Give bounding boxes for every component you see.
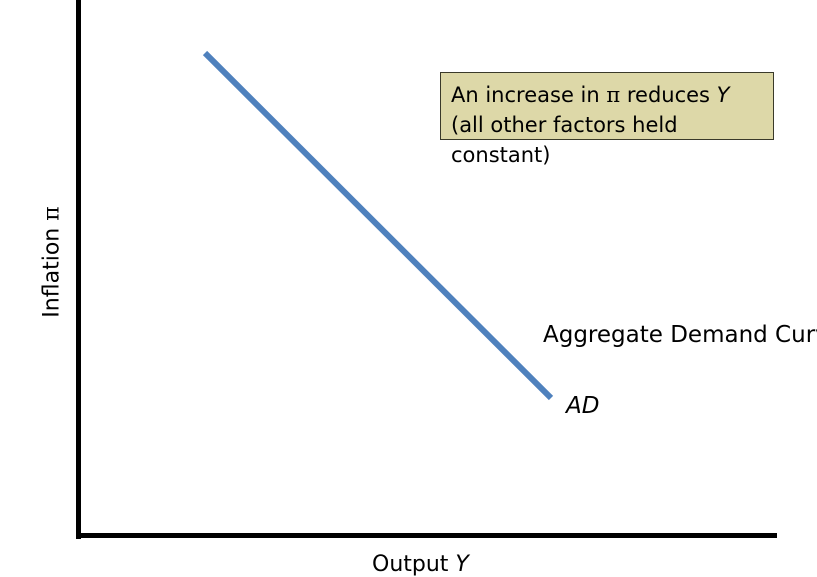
annotation-y-variable: Y xyxy=(716,83,730,107)
annotation-line-2: (all other factors held constant) xyxy=(451,113,678,167)
curve-name-label: Aggregate Demand Curv xyxy=(543,322,817,348)
x-axis xyxy=(76,533,777,538)
y-axis-label-symbol: π xyxy=(39,206,65,221)
x-axis-label-text: Output xyxy=(372,552,456,577)
annotation-line-1: An increase in π reduces Y xyxy=(451,80,763,110)
x-axis-label: Output Y xyxy=(372,552,469,577)
y-axis-label-text: Inflation xyxy=(39,220,65,318)
y-axis xyxy=(76,0,81,539)
y-axis-label: Inflation π xyxy=(40,206,65,317)
annotation-line-1-before: An increase in xyxy=(451,83,607,107)
ad-curve-label: AD xyxy=(566,393,600,419)
annotation-pi-symbol: π xyxy=(606,83,621,107)
annotation-line-1-middle: reduces xyxy=(620,83,717,107)
annotation-box: An increase in π reduces Y (all other fa… xyxy=(440,72,774,167)
aggregate-demand-curve xyxy=(202,50,554,401)
x-axis-label-symbol: Y xyxy=(455,552,469,577)
